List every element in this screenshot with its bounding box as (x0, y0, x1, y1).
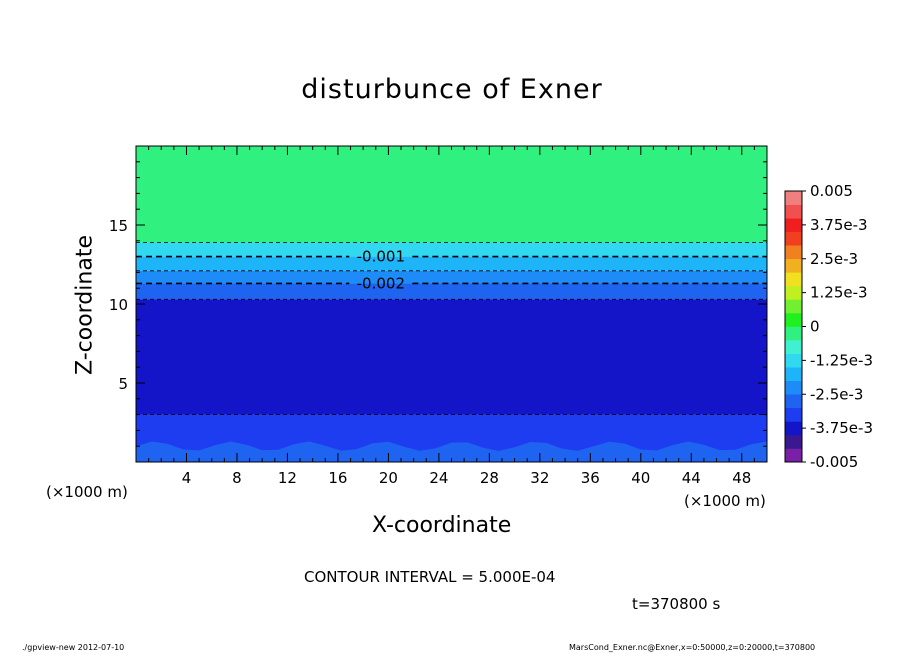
chart-title: disturbunce of Exner (301, 74, 603, 105)
blob-2 (292, 375, 333, 395)
colorbar-tick-label: 0.005 (810, 182, 853, 200)
colorbar-cell-12 (785, 285, 802, 300)
colorbar-cell-3 (785, 407, 802, 422)
x-tick-label: 44 (682, 469, 701, 487)
band-4 (136, 256, 767, 271)
contour-interval-label: CONTOUR INTERVAL = 5.000E-04 (304, 568, 556, 586)
colorbar-cell-5 (785, 380, 802, 395)
colorbar-cell-7 (785, 353, 802, 368)
y-axis-unit: (×1000 m) (46, 483, 128, 501)
contour-label-3: -0.002 (357, 274, 405, 292)
blob-3 (354, 368, 393, 401)
x-tick-label: 40 (631, 469, 650, 487)
colorbar-cell-16 (785, 231, 802, 246)
x-tick-label: 24 (429, 469, 448, 487)
colorbar-cell-2 (785, 421, 802, 436)
x-tick-label: 4 (182, 469, 192, 487)
colorbar-cell-17 (785, 218, 802, 232)
blob-5 (585, 368, 621, 401)
blob-6 (623, 371, 664, 398)
colorbar-cell-15 (785, 245, 802, 260)
colorbar-cell-6 (785, 367, 802, 381)
blob-7 (485, 381, 494, 391)
x-tick-label: 12 (278, 469, 297, 487)
colorbar-cell-18 (785, 204, 802, 219)
colorbar-tick-label: 3.75e-3 (810, 216, 868, 234)
colorbar-cell-4 (785, 394, 802, 409)
colorbar-tick-label: 1.25e-3 (810, 284, 868, 302)
x-tick-label: 8 (232, 469, 242, 487)
colorbar-cell-13 (785, 272, 802, 287)
time-label: t=370800 s (632, 595, 721, 613)
y-tick-label: 5 (118, 375, 128, 393)
blob-0 (165, 368, 221, 401)
colorbar-tick-label: 0 (810, 318, 820, 336)
band-6 (136, 146, 767, 243)
x-tick-label: 32 (530, 469, 549, 487)
x-tick-label: 20 (379, 469, 398, 487)
ground-band (136, 441, 767, 462)
y-tick-label: 15 (109, 217, 128, 235)
colorbar-cell-14 (785, 258, 802, 273)
colorbar-cell-9 (785, 326, 802, 341)
blob-4 (403, 371, 444, 398)
band-2 (136, 283, 767, 300)
x-tick-label: 28 (480, 469, 499, 487)
band-5 (136, 242, 767, 257)
blob-1 (239, 376, 273, 396)
colorbar-tick-label: -0.005 (810, 453, 858, 471)
colorbar-tick-label: -2.5e-3 (810, 385, 863, 403)
band-1 (136, 299, 767, 415)
footer-command: ./gpview-new 2012-07-10 (22, 643, 125, 652)
x-axis-label: X-coordinate (372, 513, 512, 538)
footer-source: MarsCond_Exner.nc@Exner,x=0:50000,z=0:20… (569, 643, 816, 652)
band-3 (136, 270, 767, 284)
x-axis-unit: (×1000 m) (684, 492, 766, 510)
colorbar-cell-11 (785, 299, 802, 314)
x-tick-label: 48 (732, 469, 751, 487)
colorbar-cell-0 (785, 448, 802, 463)
x-tick-label: 16 (328, 469, 347, 487)
colorbar-cell-19 (785, 191, 802, 205)
colorbar-cell-1 (785, 434, 802, 449)
colorbar-cell-8 (785, 340, 802, 354)
blob-8 (571, 379, 579, 390)
y-tick-label: 10 (109, 296, 128, 314)
contour-label-1: -0.001 (357, 248, 405, 266)
colorbar-cell-10 (785, 312, 802, 327)
colorbar-tick-label: -3.75e-3 (810, 419, 873, 437)
colorbar-tick-label: 2.5e-3 (810, 250, 858, 268)
colorbar-tick-label: -1.25e-3 (810, 351, 873, 369)
x-tick-label: 36 (581, 469, 600, 487)
